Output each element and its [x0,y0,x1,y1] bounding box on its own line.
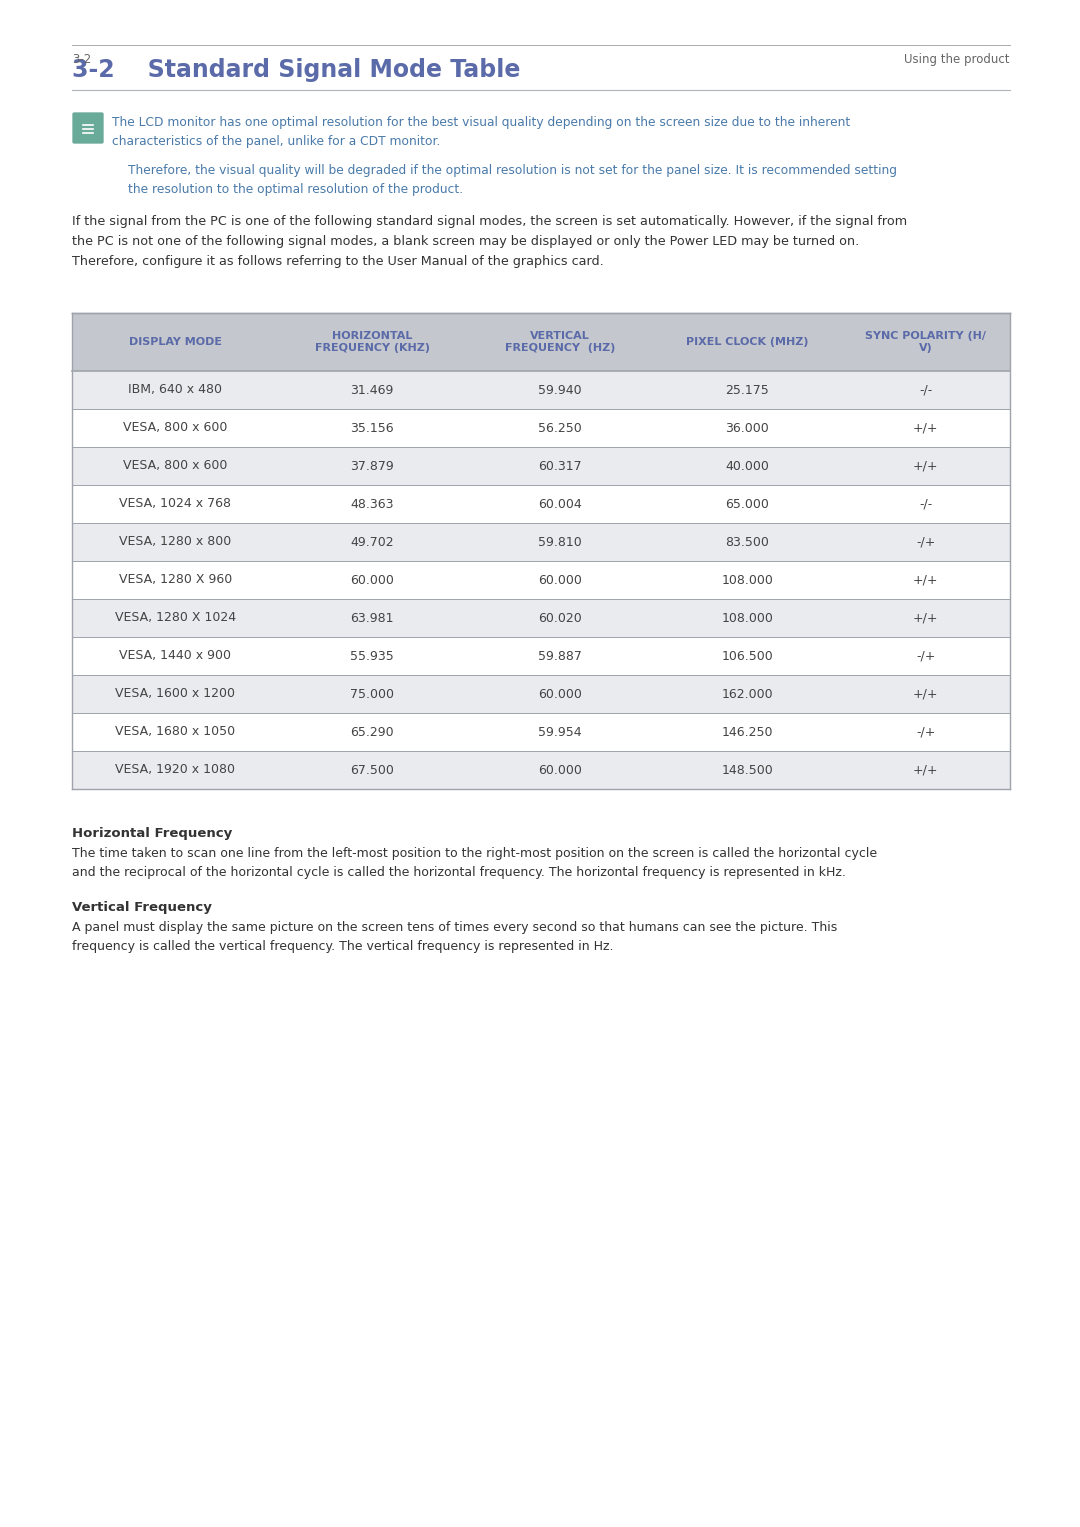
Text: The time taken to scan one line from the left-most position to the right-most po: The time taken to scan one line from the… [72,847,877,860]
Bar [72,560,1010,599]
Bar [72,675,1010,713]
Text: PIXEL CLOCK (MHZ): PIXEL CLOCK (MHZ) [686,337,809,347]
Text: 83.500: 83.500 [726,536,769,548]
Text: IBM, 640 x 480: IBM, 640 x 480 [129,383,222,397]
Text: +/+: +/+ [913,611,939,625]
Text: +/+: +/+ [913,687,939,701]
Text: Horizontal Frequency: Horizontal Frequency [72,828,232,840]
Text: 25.175: 25.175 [726,383,769,397]
Text: 59.954: 59.954 [538,725,581,739]
Text: VESA, 1280 X 960: VESA, 1280 X 960 [119,574,232,586]
Text: Using the product: Using the product [905,53,1010,66]
Text: characteristics of the panel, unlike for a CDT monitor.: characteristics of the panel, unlike for… [112,134,441,148]
Text: 60.004: 60.004 [538,498,582,510]
Text: VESA, 1024 x 768: VESA, 1024 x 768 [119,498,231,510]
Text: 3-2    Standard Signal Mode Table: 3-2 Standard Signal Mode Table [72,58,521,82]
Bar [72,409,1010,447]
Text: 60.000: 60.000 [538,574,582,586]
Text: VESA, 1600 x 1200: VESA, 1600 x 1200 [116,687,235,701]
Text: 59.810: 59.810 [538,536,582,548]
Text: +/+: +/+ [913,764,939,777]
Text: HORIZONTAL
FREQUENCY (KHZ): HORIZONTAL FREQUENCY (KHZ) [314,331,430,353]
Text: 108.000: 108.000 [721,611,773,625]
Text: 40.000: 40.000 [726,460,769,472]
Text: +/+: +/+ [913,460,939,472]
Text: VESA, 800 x 600: VESA, 800 x 600 [123,421,228,435]
Text: Vertical Frequency: Vertical Frequency [72,901,212,915]
Text: 162.000: 162.000 [721,687,773,701]
Bar [72,637,1010,675]
Text: 59.887: 59.887 [538,649,582,663]
Text: 37.879: 37.879 [350,460,394,472]
Bar [72,599,1010,637]
Text: 75.000: 75.000 [350,687,394,701]
Bar [72,486,1010,524]
Text: 59.940: 59.940 [538,383,581,397]
Text: -/+: -/+ [916,649,935,663]
Bar [72,524,1010,560]
Text: 63.981: 63.981 [350,611,394,625]
Text: the resolution to the optimal resolution of the product.: the resolution to the optimal resolution… [129,183,463,195]
Text: A panel must display the same picture on the screen tens of times every second s: A panel must display the same picture on… [72,921,837,935]
Text: 60.317: 60.317 [538,460,581,472]
Text: 60.000: 60.000 [538,764,582,777]
Text: VESA, 1680 x 1050: VESA, 1680 x 1050 [116,725,235,739]
Text: -/-: -/- [919,383,932,397]
Text: 60.000: 60.000 [350,574,394,586]
Text: VESA, 1440 x 900: VESA, 1440 x 900 [119,649,231,663]
Text: 146.250: 146.250 [721,725,773,739]
Text: 148.500: 148.500 [721,764,773,777]
Text: VERTICAL
FREQUENCY  (HZ): VERTICAL FREQUENCY (HZ) [504,331,615,353]
Text: If the signal from the PC is one of the following standard signal modes, the scr: If the signal from the PC is one of the … [72,215,907,228]
Text: VESA, 1280 x 800: VESA, 1280 x 800 [119,536,231,548]
Text: DISPLAY MODE: DISPLAY MODE [129,337,221,347]
Text: 67.500: 67.500 [350,764,394,777]
Text: the PC is not one of the following signal modes, a blank screen may be displayed: the PC is not one of the following signa… [72,235,860,247]
Text: -/+: -/+ [916,725,935,739]
Text: 108.000: 108.000 [721,574,773,586]
Text: SYNC POLARITY (H/
V): SYNC POLARITY (H/ V) [865,331,986,353]
Text: VESA, 1280 X 1024: VESA, 1280 X 1024 [114,611,235,625]
Text: -/-: -/- [919,498,932,510]
Text: 31.469: 31.469 [351,383,394,397]
Text: frequency is called the vertical frequency. The vertical frequency is represente: frequency is called the vertical frequen… [72,941,613,953]
Text: 56.250: 56.250 [538,421,582,435]
Text: 65.290: 65.290 [350,725,394,739]
Text: 3-2: 3-2 [72,53,91,66]
Text: 49.702: 49.702 [350,536,394,548]
Text: 48.363: 48.363 [350,498,394,510]
Text: 65.000: 65.000 [726,498,769,510]
Bar [72,313,1010,371]
Text: 60.020: 60.020 [538,611,582,625]
Bar [72,447,1010,486]
Text: 55.935: 55.935 [350,649,394,663]
Text: 60.000: 60.000 [538,687,582,701]
FancyBboxPatch shape [72,111,104,144]
Text: +/+: +/+ [913,421,939,435]
Bar [72,751,1010,789]
Text: Therefore, configure it as follows referring to the User Manual of the graphics : Therefore, configure it as follows refer… [72,255,604,269]
Bar [72,371,1010,409]
Text: +/+: +/+ [913,574,939,586]
Text: -/+: -/+ [916,536,935,548]
Text: VESA, 800 x 600: VESA, 800 x 600 [123,460,228,472]
Text: VESA, 1920 x 1080: VESA, 1920 x 1080 [116,764,235,777]
Text: 106.500: 106.500 [721,649,773,663]
Text: and the reciprocal of the horizontal cycle is called the horizontal frequency. T: and the reciprocal of the horizontal cyc… [72,866,846,880]
Bar [72,713,1010,751]
Text: 36.000: 36.000 [726,421,769,435]
Text: The LCD monitor has one optimal resolution for the best visual quality depending: The LCD monitor has one optimal resoluti… [112,116,850,128]
Text: Therefore, the visual quality will be degraded if the optimal resolution is not : Therefore, the visual quality will be de… [129,163,897,177]
Text: 35.156: 35.156 [350,421,394,435]
